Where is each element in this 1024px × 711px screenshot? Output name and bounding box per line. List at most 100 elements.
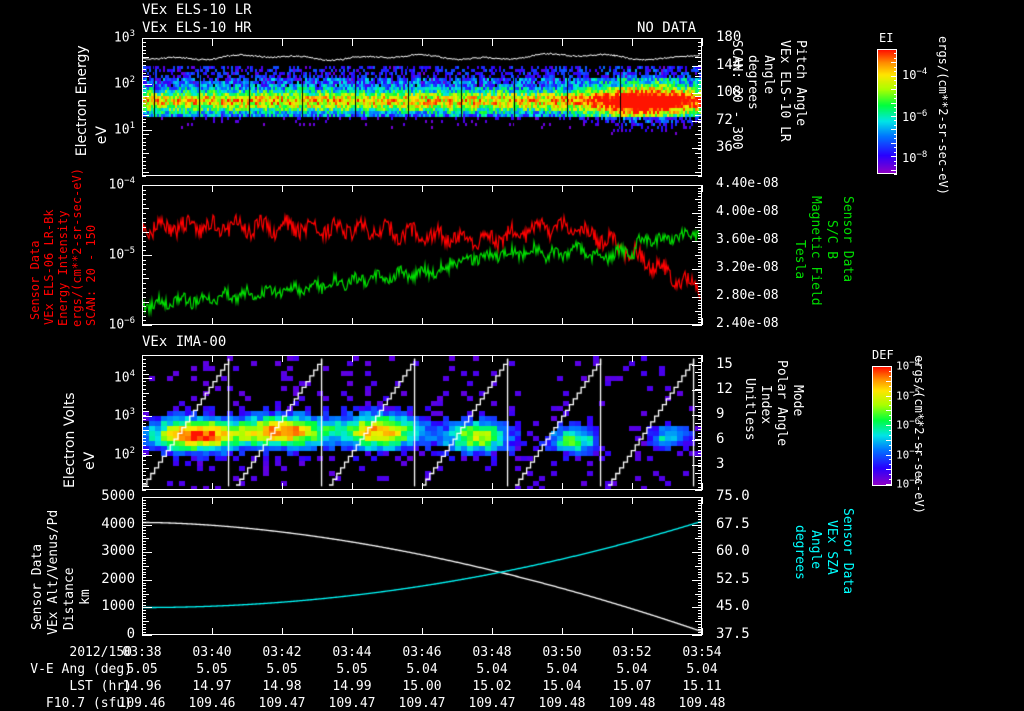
ephemeris-cell: 109.47 bbox=[398, 696, 446, 711]
axis-tick bbox=[698, 266, 702, 267]
axis-tick bbox=[142, 629, 146, 630]
axis-tick bbox=[142, 456, 146, 457]
axis-tick bbox=[891, 89, 897, 90]
axis-tick bbox=[142, 99, 146, 100]
axis-tick bbox=[698, 249, 702, 250]
axis-tick bbox=[492, 497, 493, 504]
axis-tick bbox=[702, 185, 703, 192]
axis-tick bbox=[142, 580, 149, 581]
axis-tick bbox=[422, 38, 423, 46]
axis-tick bbox=[142, 544, 146, 545]
axis-tick bbox=[891, 143, 897, 144]
axis-tick bbox=[282, 628, 283, 635]
axis-tick bbox=[142, 320, 146, 321]
panel3-right-axis-label-1: Polar Angle bbox=[774, 360, 789, 447]
ephemeris-cell: 03:54 bbox=[682, 645, 722, 660]
axis-tick bbox=[695, 96, 702, 97]
ephemeris-cell: 03:48 bbox=[472, 645, 512, 660]
axis-tick bbox=[142, 241, 146, 242]
axis-tick bbox=[702, 483, 703, 490]
axis-tick bbox=[698, 272, 702, 273]
axis-tick bbox=[698, 596, 702, 597]
axis-tick bbox=[142, 621, 149, 622]
axis-tick bbox=[698, 470, 702, 471]
axis-tick bbox=[698, 300, 702, 301]
axis-tick bbox=[698, 572, 702, 573]
axis-tick bbox=[142, 213, 146, 214]
axis-tick bbox=[698, 233, 702, 234]
axis-tick bbox=[282, 38, 283, 46]
axis-tick bbox=[889, 400, 892, 401]
axis-tick bbox=[142, 519, 146, 520]
axis-tick bbox=[894, 165, 897, 166]
axis-tick bbox=[698, 480, 702, 481]
axis-tick bbox=[142, 483, 146, 484]
axis-tick bbox=[698, 252, 702, 253]
axis-tick bbox=[142, 185, 143, 192]
axis-tick bbox=[698, 629, 702, 630]
axis-tick bbox=[212, 318, 213, 325]
panel3-left-axis-label: Electron Volts bbox=[62, 392, 78, 488]
ephemeris-cell: 03:40 bbox=[192, 645, 232, 660]
axis-tick bbox=[698, 188, 702, 189]
axis-tick bbox=[142, 455, 152, 456]
axis-tick bbox=[142, 610, 146, 611]
axis-tick bbox=[698, 149, 702, 150]
axis-tick bbox=[698, 107, 702, 108]
axis-tick bbox=[142, 558, 146, 559]
axis-tick bbox=[692, 415, 702, 416]
axis-tick bbox=[142, 574, 146, 575]
axis-tick bbox=[695, 241, 702, 242]
axis-tick bbox=[492, 355, 493, 362]
axis-tick bbox=[692, 66, 702, 67]
axis-tick bbox=[142, 547, 146, 548]
axis-tick bbox=[142, 292, 146, 293]
axis-tick bbox=[698, 191, 702, 192]
ephemeris-cell: 03:46 bbox=[402, 645, 442, 660]
axis-tick bbox=[695, 57, 702, 58]
axis-tick bbox=[142, 306, 146, 307]
ephemeris-cell: 5.05 bbox=[266, 662, 298, 677]
axis-tick bbox=[695, 456, 702, 457]
ephemeris-cell: 15.04 bbox=[542, 679, 582, 694]
axis-tick bbox=[698, 409, 702, 410]
axis-tick bbox=[698, 483, 702, 484]
axis-tick bbox=[142, 57, 149, 58]
axis-tick bbox=[562, 628, 563, 635]
axis-tick bbox=[282, 483, 283, 490]
axis-tick bbox=[698, 84, 702, 85]
panel4-left-axis-label-2: Distance bbox=[62, 567, 77, 630]
axis-tick bbox=[698, 46, 702, 47]
panel2-left-axis-label-2: Energy Intensity bbox=[56, 210, 70, 326]
colorbar2-unit-label: ergs/(cm**2-sr-sec-eV) bbox=[912, 355, 926, 514]
axis-tick bbox=[142, 624, 146, 625]
axis-tick bbox=[142, 503, 146, 504]
panel4-right-axis-label-1: VEx SZA bbox=[824, 520, 839, 575]
panel1-right-axis-label-0: Pitch Angle bbox=[793, 40, 808, 127]
axis-tick bbox=[695, 580, 702, 581]
axis-tick bbox=[142, 490, 146, 491]
axis-tick bbox=[698, 618, 702, 619]
axis-tick bbox=[632, 185, 633, 192]
panel1-spectrogram-canvas bbox=[143, 39, 701, 175]
axis-tick bbox=[422, 628, 423, 635]
panel4-right-axis-label-3: degrees bbox=[792, 525, 807, 580]
axis-tick bbox=[142, 316, 146, 317]
axis-tick bbox=[894, 161, 897, 162]
axis-tick bbox=[891, 49, 897, 50]
axis-tick bbox=[698, 503, 702, 504]
axis-tick bbox=[698, 73, 702, 74]
axis-tick bbox=[142, 157, 146, 158]
axis-tick bbox=[142, 566, 149, 567]
panel4-left-axis-label-1: VEx Alt/Venus/Pd bbox=[46, 509, 61, 635]
axis-tick bbox=[142, 416, 152, 417]
axis-tick bbox=[698, 610, 702, 611]
axis-tick bbox=[142, 569, 146, 570]
axis-tick bbox=[698, 305, 702, 306]
axis-tick bbox=[698, 569, 702, 570]
axis-tick bbox=[889, 376, 892, 377]
axis-tick bbox=[886, 440, 892, 441]
axis-tick bbox=[492, 318, 493, 325]
axis-tick bbox=[698, 549, 702, 550]
axis-tick bbox=[142, 194, 146, 195]
